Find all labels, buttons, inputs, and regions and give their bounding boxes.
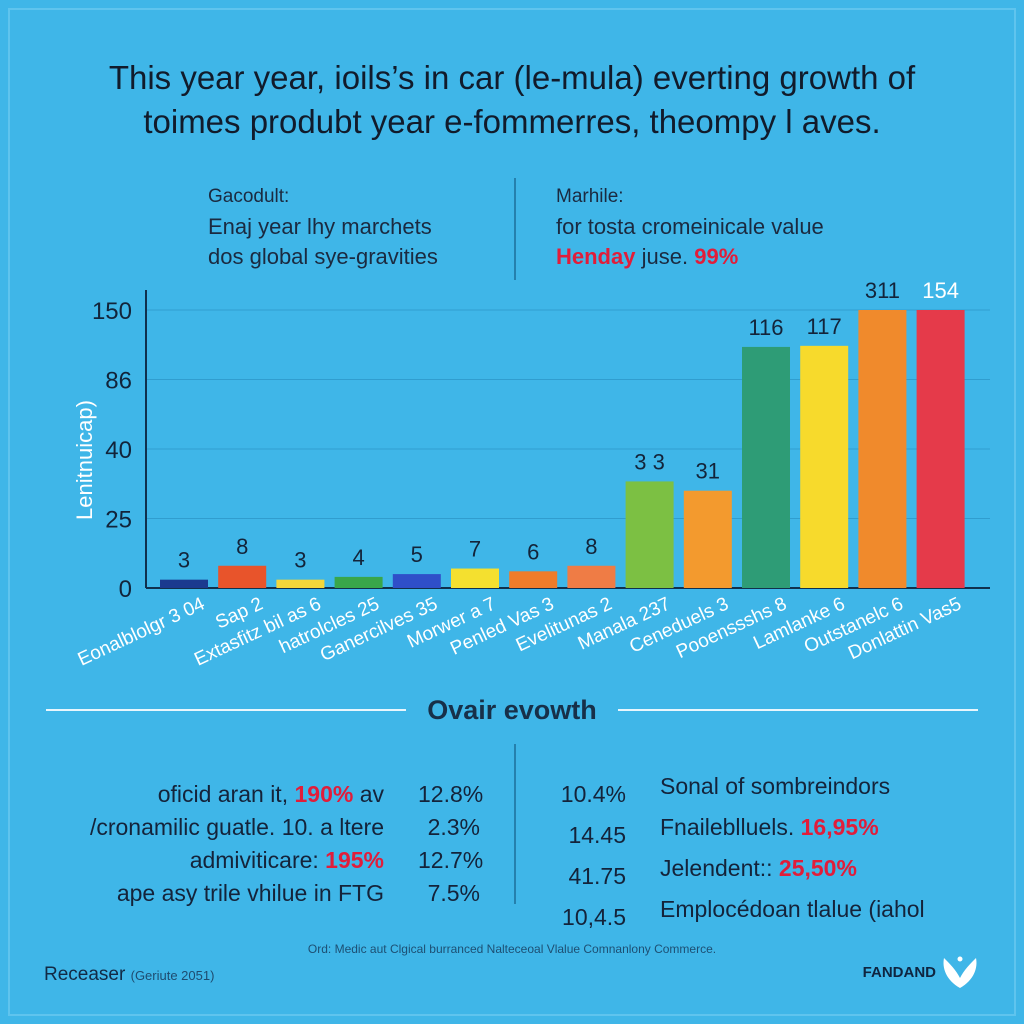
subtitle-right-highlight: Henday — [556, 244, 636, 269]
subtitle-left: Gacodult: Enaj year lhy marchets dos glo… — [208, 182, 438, 272]
bar — [334, 576, 383, 588]
overall-title: Ovair evowth — [413, 695, 611, 725]
overall-growth-header: Ovair evowth — [46, 690, 978, 730]
stat-row: ape asy trile vhilue in FTG 7.5% — [40, 877, 480, 910]
stat-row: oficid aran it, 190% av 12.8% — [40, 778, 484, 811]
subtitle-right-label: Marhile: — [556, 186, 624, 207]
bar — [742, 346, 790, 588]
bar-value-label: 3 — [294, 548, 306, 573]
stat-highlight: 195% — [325, 847, 384, 873]
subtitle-right-line-2: Henday juse. 99% — [556, 242, 824, 272]
stat-value: 14.45 — [568, 822, 626, 848]
bar — [218, 565, 267, 588]
bar — [683, 490, 732, 588]
bar-value-label: 3 3 — [634, 449, 665, 474]
stat-text: Fnaileblluels. — [660, 814, 801, 840]
stat-row: 14.45 Fnaileblluels. 16,95% — [550, 811, 990, 852]
y-axis-label: Lenitnuicap) — [72, 400, 97, 520]
bar-value-label: 117 — [807, 314, 842, 339]
bar — [625, 481, 674, 588]
bar-value-label: 6 — [527, 539, 539, 564]
bar — [567, 565, 616, 588]
bar — [509, 571, 558, 588]
bar — [392, 574, 441, 588]
category-label: Eonalblolgr 3 04 — [75, 593, 209, 670]
bar-value-label: 311 — [865, 278, 900, 303]
subtitle-left-line-2: dos global sye-gravities — [208, 244, 438, 269]
subtitle-right: Marhile: for tosta cromeinicale value He… — [556, 182, 824, 272]
stat-text: /cronamilic guatle. 10. a ltere — [89, 814, 384, 840]
stat-row: admiviticare: 195% 12.7% — [40, 844, 484, 877]
y-tick-label: 86 — [105, 368, 132, 395]
stat-value: 10,4.5 — [562, 904, 626, 930]
subtitle-right-tail: juse. — [641, 244, 689, 269]
stat-text: Jelendent:: — [660, 855, 779, 881]
footnote: Ord: Medic aut Clgical burranced Naltece… — [307, 942, 717, 956]
bar-value-label: 116 — [748, 315, 783, 340]
bar — [451, 568, 499, 588]
bar — [276, 579, 325, 588]
subtitle-left-label: Gacodult: — [208, 186, 290, 207]
bar-value-label: 31 — [696, 459, 720, 484]
stat-row: 10,4.5 Emplocédoan tlalue (iahol — [550, 893, 990, 934]
top-divider — [514, 178, 516, 280]
stat-text: Sonal of sombreindors — [660, 773, 891, 799]
y-tick-label: 40 — [105, 437, 132, 464]
stat-highlight: 25,50% — [778, 855, 857, 881]
brand-logo: FANDAND — [863, 954, 980, 990]
bar — [916, 310, 965, 588]
bar — [858, 310, 907, 588]
bar-value-label: 4 — [352, 545, 364, 570]
source: Receaser (Geriute 2051) — [44, 964, 214, 986]
source-date: (Geriute 2051) — [130, 968, 215, 983]
stat-value: 10.4% — [560, 781, 626, 807]
title-line-2: toimes produbt year e-fommerres, theompy… — [143, 103, 881, 140]
bar — [800, 345, 849, 588]
bottom-divider — [514, 744, 516, 904]
y-tick-label: 0 — [119, 576, 132, 603]
stat-value: 41.75 — [568, 863, 626, 889]
stat-row: 10.4% Sonal of sombreindors — [550, 770, 990, 811]
stat-text: ape asy trile vhilue in FTG — [116, 880, 384, 906]
stat-text: Emplocédoan tlalue (iahol — [660, 896, 925, 922]
stat-highlight: 190% — [294, 781, 354, 807]
subtitle-right-percent: 99% — [694, 244, 739, 269]
stat-value: 7.5% — [427, 880, 480, 906]
stat-row: /cronamilic guatle. 10. a ltere 2.3% — [40, 811, 480, 844]
subtitle-right-line-1: for tosta cromeinicale value — [556, 214, 824, 239]
stats-right: 10.4% Sonal of sombreindors 14.45 Fnaile… — [550, 770, 990, 934]
stats-left: oficid aran it, 190% av 12.8% /cronamili… — [40, 778, 484, 910]
y-tick-label: 150 — [92, 298, 132, 325]
subtitle-left-line-1: Enaj year lhy marchets — [208, 214, 432, 239]
stat-value: 2.3% — [427, 814, 480, 840]
logo-text: FANDAND — [862, 963, 936, 981]
stat-value: 12.8% — [418, 781, 484, 807]
bar-value-label: 3 — [178, 548, 190, 573]
bar-value-label: 7 — [469, 537, 481, 562]
stat-text: admiviticare: — [189, 847, 326, 873]
bar-value-label: 8 — [585, 534, 597, 559]
source-label: Receaser — [44, 964, 126, 985]
stat-text-tail: av — [353, 781, 384, 807]
y-tick-label: 25 — [105, 507, 132, 534]
overall-line-right — [618, 709, 978, 711]
bar — [160, 579, 208, 588]
overall-line-left — [46, 709, 406, 711]
page-title: This year year, ioils’s in car (le-mula)… — [40, 56, 984, 144]
title-line-1: This year year, ioils’s in car (le-mula)… — [108, 59, 916, 96]
stat-row: 41.75 Jelendent:: 25,50% — [550, 852, 990, 893]
stat-text: oficid aran it, — [157, 781, 295, 807]
wing-tulip-icon — [943, 956, 977, 988]
bar-value-label: 5 — [411, 542, 423, 567]
bar-value-label: 154 — [922, 278, 959, 303]
stat-highlight: 16,95% — [800, 814, 879, 840]
bar-value-label: 8 — [236, 534, 248, 559]
stat-value: 12.7% — [418, 847, 484, 873]
